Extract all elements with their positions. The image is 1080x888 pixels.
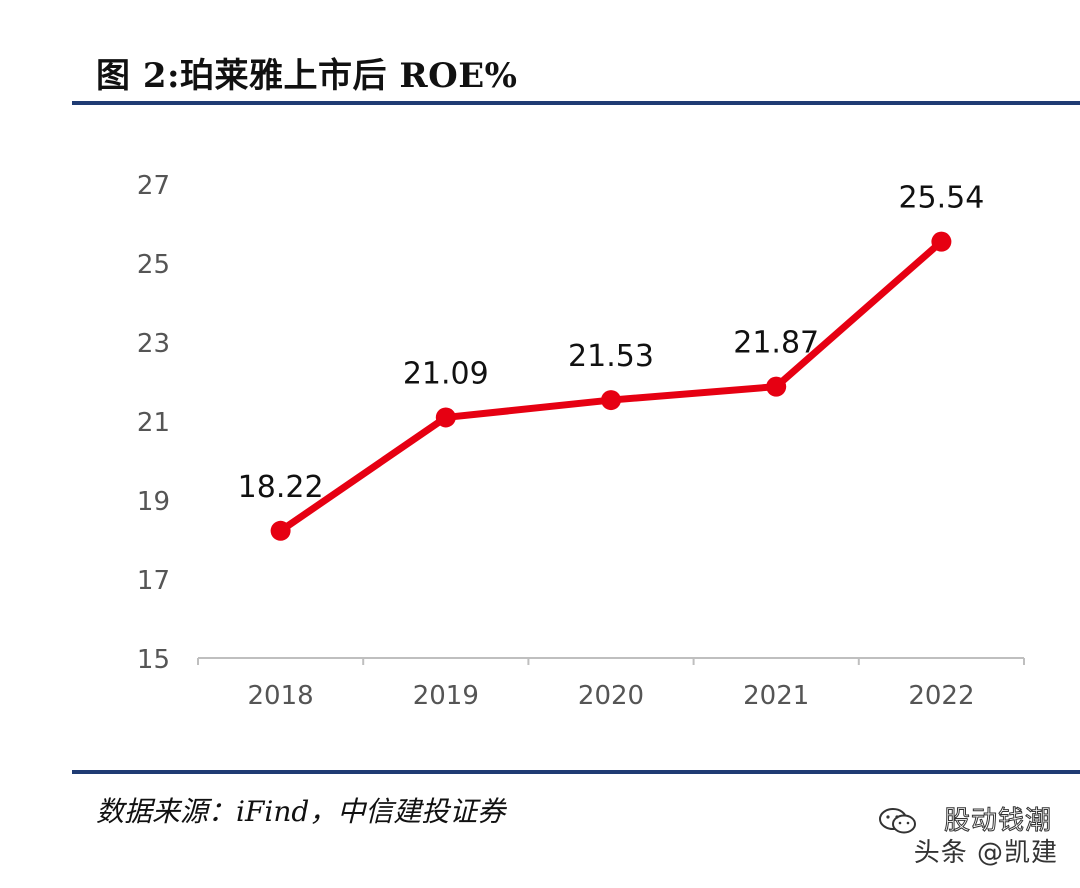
bottom-divider [72,770,1080,774]
y-tick-label: 17 [137,566,170,596]
top-divider [72,101,1080,105]
data-source-note: 数据来源：iFind，中信建投证券 [96,795,506,828]
y-tick-label: 19 [137,487,170,517]
y-tick-label: 21 [137,408,170,438]
x-tick-label: 2021 [743,681,809,711]
data-label: 21.87 [733,326,819,361]
chart-title: 图 2:珀莱雅上市后 ROE% [96,56,518,96]
y-tick-label: 23 [137,329,170,359]
x-tick-label: 2022 [908,681,974,711]
data-point [435,407,456,428]
x-tick-label: 2018 [248,681,314,711]
data-label: 18.22 [238,470,324,505]
x-tick-label: 2019 [413,681,479,711]
y-tick-label: 25 [137,250,170,280]
y-tick-label: 27 [137,171,170,201]
x-tick-label: 2020 [578,681,644,711]
data-label: 25.54 [898,181,984,216]
data-label: 21.53 [568,339,654,374]
data-label: 21.09 [403,356,489,391]
data-point [601,390,621,411]
data-point [270,520,291,541]
y-tick-label: 15 [137,645,170,675]
data-point [931,231,952,252]
data-point [766,376,787,397]
roe-series-line [277,238,945,535]
